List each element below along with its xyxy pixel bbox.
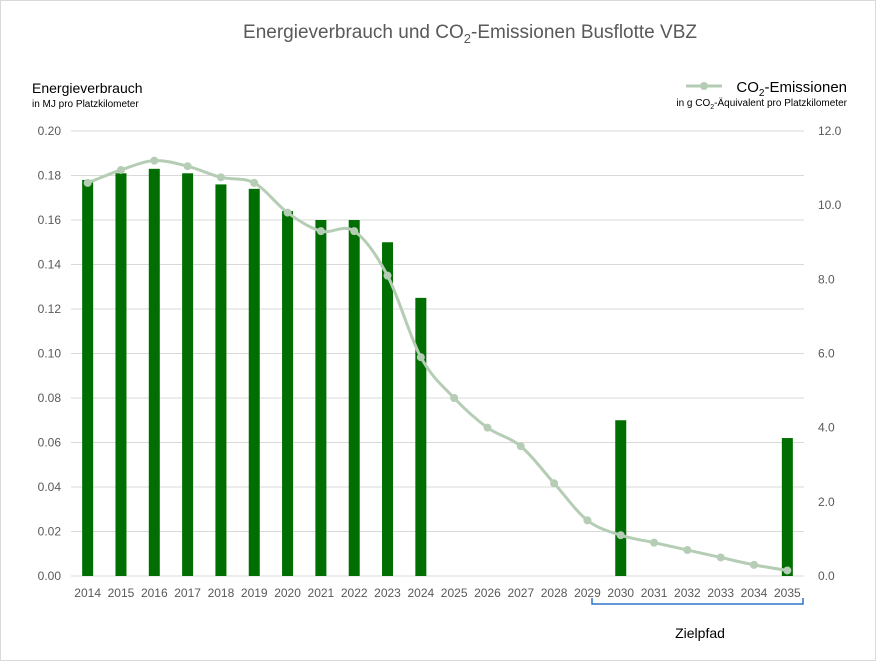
bar-2014 [82,179,94,576]
co2-point-2030 [616,531,625,540]
co2-point-2029 [583,516,592,525]
left-tick-label: 0.10 [38,347,62,361]
zielpfad-label: Zielpfad [675,625,725,641]
x-tick-label: 2022 [341,586,368,600]
left-tick-label: 0.14 [38,258,62,272]
x-tick-label: 2030 [607,586,634,600]
x-tick-label: 2017 [174,586,201,600]
co2-point-2034 [750,560,759,569]
x-tick-label: 2033 [707,586,734,600]
x-tick-label: 2018 [208,586,235,600]
x-tick-label: 2019 [241,586,268,600]
co2-point-2022 [350,227,359,236]
co2-point-2032 [683,546,692,555]
bar-2022 [348,220,360,576]
x-tick-label: 2015 [108,586,135,600]
right-tick-label: 2.0 [818,495,835,509]
left-tick-label: 0.02 [38,525,62,539]
co2-point-2027 [516,442,525,451]
zielpfad-bracket [591,598,804,605]
bar-2035 [781,438,793,576]
x-tick-label: 2031 [641,586,668,600]
left-tick-label: 0.18 [38,169,62,183]
co2-point-2017 [183,162,192,171]
right-tick-label: 8.0 [818,272,835,286]
co2-point-2033 [716,553,725,562]
co2-point-2014 [83,178,92,187]
x-tick-label: 2016 [141,586,168,600]
bar-2023 [382,242,394,576]
co2-point-2016 [150,156,159,165]
right-axis-sublabel: in g CO2-Äquivalent pro Platzkilometer [676,97,847,111]
right-tick-label: 6.0 [818,347,835,361]
left-tick-label: 0.00 [38,569,62,583]
bar-2021 [315,220,327,576]
bar-2017 [182,173,194,576]
co2-point-2018 [216,173,225,182]
co2-point-2025 [450,394,459,402]
co2-line [87,159,788,572]
co2-point-2028 [550,479,559,488]
x-tick-label: 2021 [308,586,335,600]
co2-point-2023 [383,271,392,280]
x-tick-label: 2028 [541,586,568,600]
co2-point-2021 [316,227,325,236]
right-tick-label: 10.0 [818,198,842,212]
x-tick-label: 2024 [407,586,434,600]
chart-title: Energieverbrauch und CO2-Emissionen Busf… [243,22,697,46]
right-tick-label: 4.0 [818,421,835,435]
left-tick-label: 0.12 [38,302,62,316]
co2-point-2020 [283,208,292,217]
x-tick-label: 2023 [374,586,401,600]
bar-2016 [148,168,160,576]
legend-marker-icon [700,82,708,90]
left-tick-label: 0.04 [38,480,62,494]
x-tick-label: 2029 [574,586,601,600]
x-tick-label: 2014 [74,586,101,600]
bar-2024 [415,297,427,576]
right-tick-label: 0.0 [818,569,835,583]
bar-2030 [615,420,627,576]
bar-2018 [215,184,227,576]
x-tick-label: 2027 [507,586,534,600]
co2-point-2019 [250,178,259,187]
x-tick-label: 2026 [474,586,501,600]
left-tick-label: 0.08 [38,391,62,405]
left-tick-label: 0.20 [38,124,62,138]
x-tick-label: 2035 [774,586,801,600]
bar-2015 [115,173,127,576]
x-tick-label: 2034 [741,586,768,600]
co2-point-2035 [783,566,792,575]
bar-2019 [248,188,260,576]
bar-2020 [282,211,294,576]
co2-point-2031 [650,538,659,547]
x-tick-label: 2025 [441,586,468,600]
x-tick-label: 2032 [674,586,701,600]
co2-point-2026 [483,423,492,432]
left-tick-label: 0.16 [38,213,62,227]
co2-point-2015 [116,165,125,174]
x-tick-label: 2020 [274,586,301,600]
right-tick-label: 12.0 [818,124,842,138]
left-axis-sublabel: in MJ pro Platzkilometer [32,99,139,110]
left-tick-label: 0.06 [38,436,62,450]
co2-point-2024 [416,353,425,362]
right-axis-label: CO2-Emissionen [736,79,847,99]
left-axis-label: Energieverbrauch [32,80,143,96]
